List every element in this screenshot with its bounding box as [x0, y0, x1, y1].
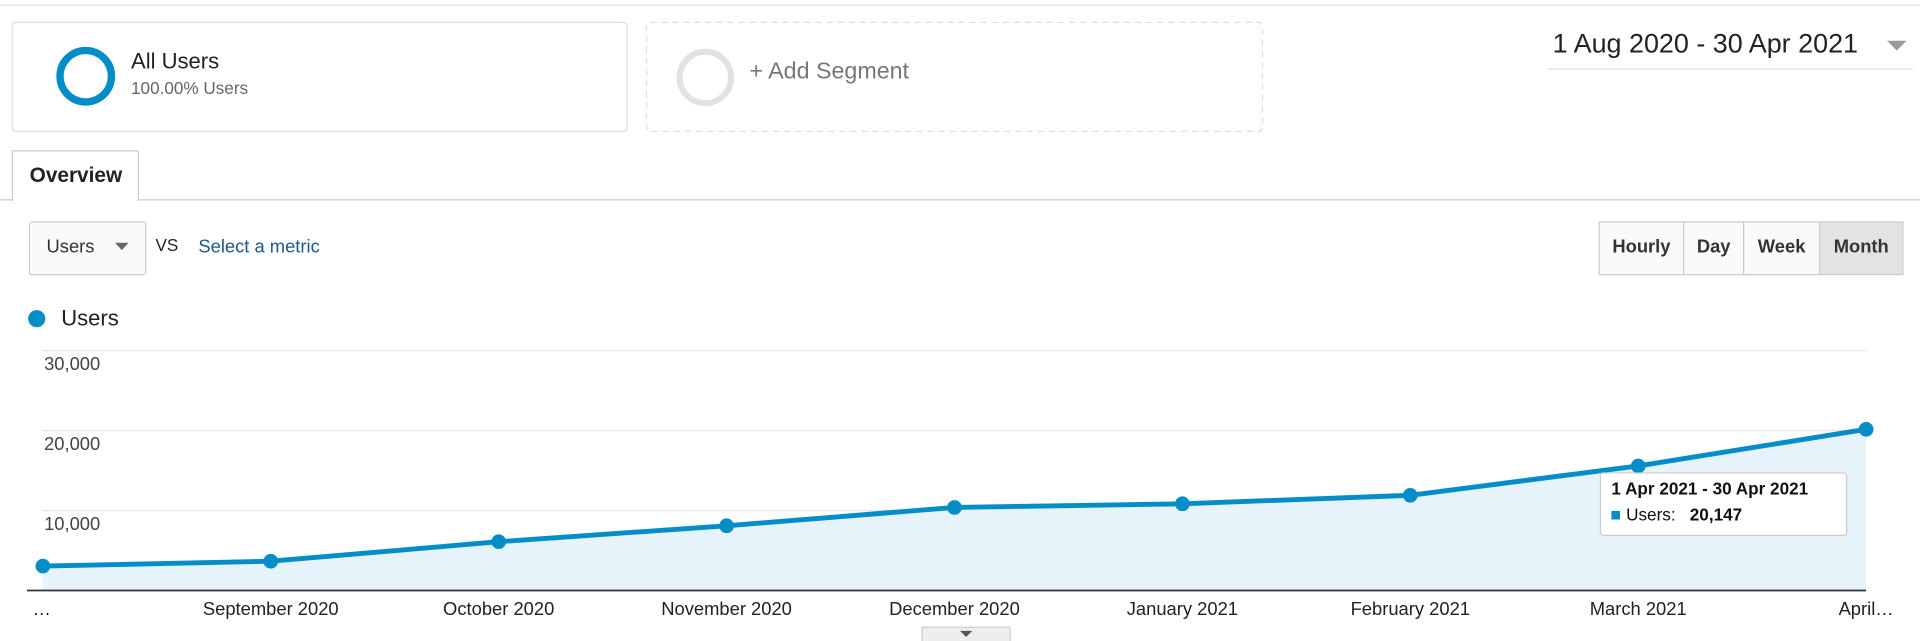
tab[interactable] [11, 150, 139, 202]
date-range[interactable]: 1 Aug 2020 - 30 Apr 2021 [1553, 29, 1858, 59]
granularity-button[interactable] [1818, 221, 1904, 276]
data-point[interactable] [1858, 421, 1874, 437]
select-metric[interactable]: Select a metric [198, 235, 319, 256]
segment-name: All Users [131, 49, 219, 74]
x-tick-label: December 2020 [889, 598, 1020, 619]
add-segment-card[interactable] [645, 21, 1264, 132]
x-tick-label: April… [1839, 598, 1894, 619]
metric-label[interactable]: Users [47, 235, 95, 256]
granularity-button[interactable] [1598, 221, 1685, 276]
data-point[interactable] [947, 500, 962, 515]
tooltip: 1 Apr 2021 - 30 Apr 2021 Users: 20,147 [1599, 472, 1848, 537]
tooltip-swatch [1611, 510, 1620, 520]
legend-swatch [28, 310, 46, 328]
granularity-label[interactable]: Hourly [1612, 235, 1671, 256]
granularity-label[interactable]: Day [1697, 235, 1731, 256]
data-point[interactable] [1175, 496, 1190, 512]
x-tick-label: February 2021 [1351, 598, 1470, 619]
expand-caret [960, 630, 973, 638]
segment-detail: 100.00% Users [131, 78, 248, 98]
tooltip-label: Users: [1626, 504, 1675, 524]
data-point[interactable] [1402, 487, 1418, 503]
segment-icon [56, 46, 116, 106]
vs-label: VS [156, 235, 179, 255]
y-tick-label: 10,000 [44, 513, 100, 534]
granularity-label[interactable]: Month [1834, 235, 1889, 256]
date-caret[interactable] [1886, 40, 1907, 51]
x-tick-label: January 2021 [1127, 598, 1238, 619]
y-tick-label: 20,000 [44, 433, 100, 454]
data-point[interactable] [1630, 458, 1646, 474]
x-tick-label: … [32, 598, 50, 619]
x-tick-label: October 2020 [443, 598, 554, 619]
metric-caret [115, 242, 129, 251]
tooltip-value: 20,147 [1690, 504, 1742, 524]
segment-card[interactable] [11, 21, 628, 132]
data-point[interactable] [719, 518, 734, 534]
x-tick-label: September 2020 [203, 598, 339, 619]
data-point[interactable] [35, 558, 51, 574]
y-tick-label: 30,000 [44, 353, 100, 374]
add-segment[interactable]: + Add Segment [749, 58, 909, 84]
x-tick-label: March 2021 [1590, 598, 1687, 619]
tab-label[interactable]: Overview [30, 164, 123, 187]
metric-dropdown[interactable] [28, 221, 147, 276]
plot: 10,000 20,000 30,000 … September 2020 October… [26, 349, 1894, 619]
x-tick-label: November 2020 [661, 598, 792, 619]
data-point[interactable] [263, 553, 279, 569]
granularity-buttons: Hourly Day Week Month [1598, 221, 1904, 276]
add-segment-icon [676, 48, 735, 107]
legend-label: Users [61, 306, 119, 331]
data-point[interactable] [491, 534, 507, 550]
tooltip-title: 1 Apr 2021 - 30 Apr 2021 [1611, 479, 1808, 499]
tooltip-box [1599, 472, 1848, 537]
granularity-label[interactable]: Week [1758, 235, 1806, 256]
